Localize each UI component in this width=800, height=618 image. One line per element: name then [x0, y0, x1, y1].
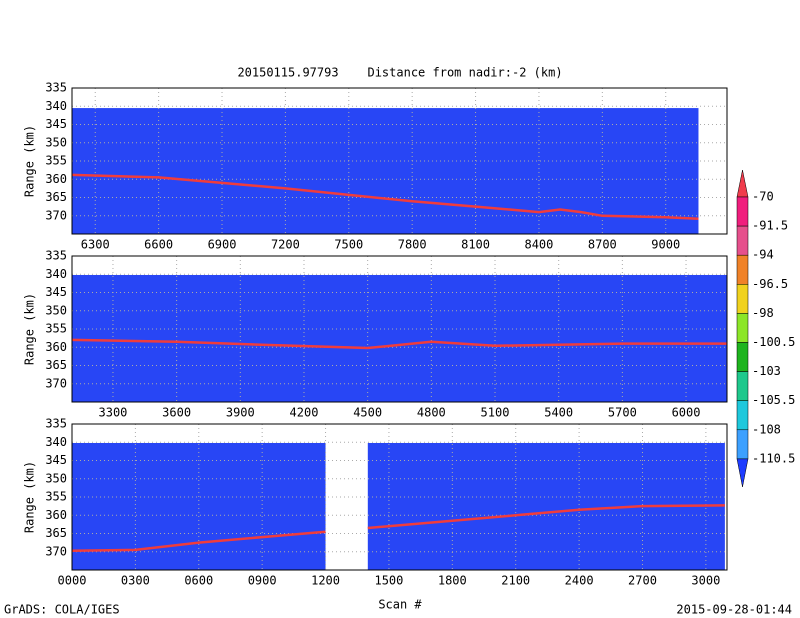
y-tick-label: 350: [45, 303, 67, 317]
colorbar-segment: [736, 429, 749, 460]
y-tick-label: 345: [45, 285, 67, 299]
y-tick-label: 355: [45, 490, 67, 504]
footer-left: GrADS: COLA/IGES: [4, 603, 120, 617]
colorbar-segment: [736, 371, 749, 401]
colorbar-label: -110.5: [752, 451, 795, 465]
y-tick-label: 365: [45, 358, 67, 372]
x-tick-label: 7200: [271, 238, 300, 252]
x-tick-label: 1500: [374, 574, 403, 588]
x-tick-label: 0000: [58, 574, 87, 588]
x-tick-label: 5700: [608, 406, 637, 420]
y-tick-label: 365: [45, 190, 67, 204]
chart-title: 20150115.97793 Distance from nadir:-2 (k…: [237, 66, 562, 80]
y-axis-label: Range (km): [23, 461, 37, 533]
x-tick-label: 3000: [691, 574, 720, 588]
data-coverage: [72, 108, 699, 234]
x-tick-label: 1800: [438, 574, 467, 588]
y-tick-label: 335: [45, 249, 67, 263]
y-tick-label: 345: [45, 117, 67, 131]
x-tick-label: 7500: [334, 238, 363, 252]
colorbar-segment: [736, 254, 749, 285]
colorbar-segment: [736, 458, 749, 488]
x-tick-label: 9000: [651, 238, 680, 252]
x-tick-label: 2100: [501, 574, 530, 588]
y-tick-label: 360: [45, 340, 67, 354]
x-tick-label: 5400: [544, 406, 573, 420]
colorbar-segment: [736, 196, 749, 227]
y-axis-label: Range (km): [23, 293, 37, 365]
x-tick-label: 7800: [398, 238, 427, 252]
x-tick-label: 3300: [99, 406, 128, 420]
x-tick-label: 2400: [565, 574, 594, 588]
y-tick-label: 340: [45, 435, 67, 449]
x-tick-label: 8100: [461, 238, 490, 252]
y-tick-label: 340: [45, 267, 67, 281]
y-tick-label: 360: [45, 172, 67, 186]
x-tick-label: 4800: [417, 406, 446, 420]
colorbar-label: -103: [752, 364, 781, 378]
plot-frame: [71, 423, 728, 571]
x-tick-label: 1200: [311, 574, 340, 588]
colorbar-segment: [736, 342, 749, 372]
x-tick-label: 3600: [162, 406, 191, 420]
x-tick-label: 2700: [628, 574, 657, 588]
footer-right: 2015-09-28-01:44: [676, 603, 792, 617]
x-tick-label: 6900: [208, 238, 237, 252]
colorbar-segment: [736, 169, 749, 198]
x-axis-label: Scan #: [378, 598, 422, 612]
y-tick-label: 335: [45, 417, 67, 431]
y-tick-label: 345: [45, 453, 67, 467]
y-axis-label: Range (km): [23, 125, 37, 197]
plot-frame: [71, 87, 728, 235]
data-coverage: [72, 274, 727, 402]
y-tick-label: 350: [45, 135, 67, 149]
y-tick-label: 370: [45, 376, 67, 390]
y-tick-label: 340: [45, 99, 67, 113]
y-tick-label: 365: [45, 526, 67, 540]
colorbar-segment: [736, 313, 749, 343]
y-tick-label: 360: [45, 508, 67, 522]
x-tick-label: 8400: [524, 238, 553, 252]
colorbar-label: -70: [752, 190, 774, 204]
colorbar-segment: [736, 225, 749, 256]
y-tick-label: 355: [45, 154, 67, 168]
colorbar-label: -94: [752, 248, 774, 262]
x-tick-label: 5100: [481, 406, 510, 420]
colorbar-label: -108: [752, 422, 781, 436]
x-tick-label: 0900: [248, 574, 277, 588]
x-tick-label: 0300: [121, 574, 150, 588]
x-tick-label: 6000: [672, 406, 701, 420]
y-tick-label: 370: [45, 544, 67, 558]
colorbar-segment: [736, 400, 749, 431]
x-tick-label: 8700: [588, 238, 617, 252]
x-tick-label: 6600: [144, 238, 173, 252]
y-tick-label: 350: [45, 471, 67, 485]
y-tick-label: 355: [45, 322, 67, 336]
x-tick-label: 0600: [184, 574, 213, 588]
colorbar-segment: [736, 284, 749, 314]
x-tick-label: 6300: [81, 238, 110, 252]
y-tick-label: 370: [45, 208, 67, 222]
x-tick-label: 4500: [353, 406, 382, 420]
colorbar-label: -100.5: [752, 335, 795, 349]
y-tick-label: 335: [45, 81, 67, 95]
surface-line: [71, 338, 727, 350]
x-tick-label: 3900: [226, 406, 255, 420]
plot-frame: [71, 255, 728, 403]
colorbar-label: -91.5: [752, 219, 788, 233]
surface-line: [71, 504, 725, 552]
surface-line: [71, 173, 699, 220]
colorbar-label: -105.5: [752, 393, 795, 407]
colorbar-label: -96.5: [752, 277, 788, 291]
colorbar-label: -98: [752, 306, 774, 320]
x-tick-label: 4200: [290, 406, 319, 420]
